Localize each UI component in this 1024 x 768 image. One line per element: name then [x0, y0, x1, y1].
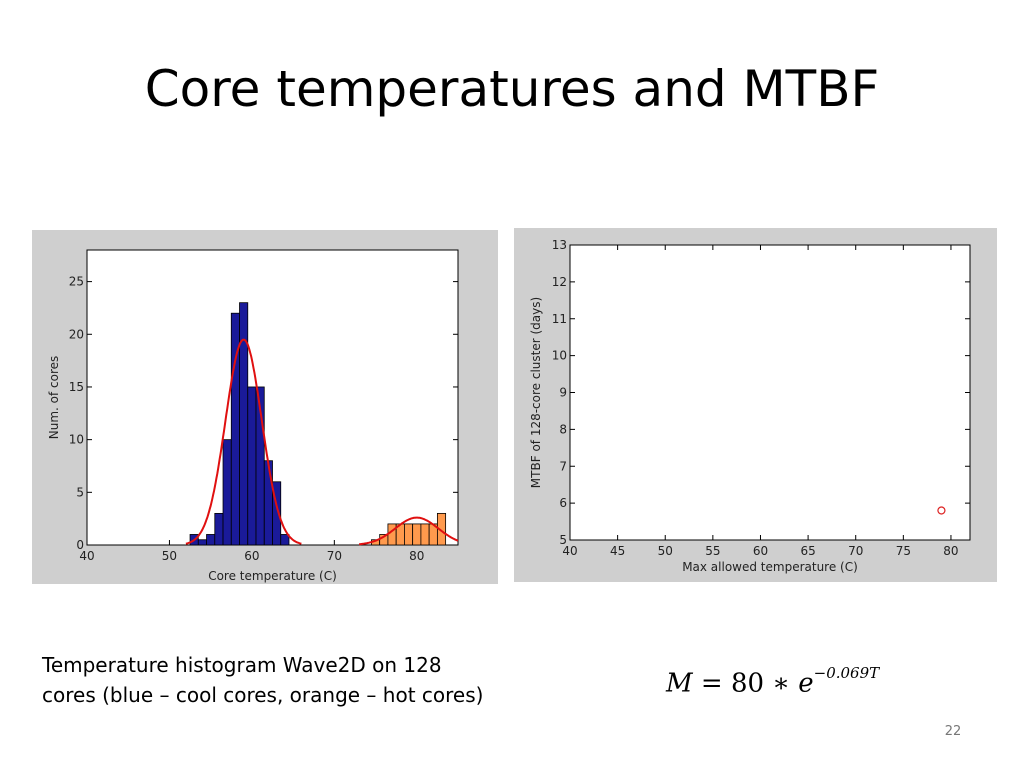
y-axis-label: MTBF of 128-core cluster (days): [529, 297, 543, 488]
fit-curve: [185, 338, 302, 545]
histogram-bar: [214, 512, 224, 546]
y-tick-label: 0: [76, 538, 84, 552]
histogram-bar: [222, 439, 232, 546]
x-tick-label: 45: [610, 544, 625, 558]
mtbf-svg: 5 6 7 8 9 10 11 12 13 40 45 50 55 60 65 70 75 80 Max allow…: [529, 238, 971, 574]
histogram-bar: [404, 523, 414, 546]
histogram-bar: [387, 523, 397, 546]
histogram-bar: [412, 523, 422, 546]
y-tick-label: 5: [559, 533, 567, 547]
caption: Temperature histogram Wave2D on 128 core…: [42, 650, 522, 710]
x-tick-label: 70: [848, 544, 863, 558]
x-tick-label: 80: [409, 549, 424, 563]
x-axis-label: Max allowed temperature (C): [682, 560, 858, 574]
histogram-bar: [206, 534, 216, 546]
y-axis-label: Num. of cores: [47, 356, 61, 440]
formula-lhs: M: [666, 668, 693, 699]
x-tick-label: 40: [562, 544, 577, 558]
plot-area: [569, 244, 971, 541]
x-tick-label: 75: [896, 544, 911, 558]
mtbf-chart: 5 6 7 8 9 10 11 12 13 40 45 50 55 60 65 70 75 80 Max allow…: [514, 228, 997, 582]
mtbf-formula: M = 80 ∗ e−0.069T: [666, 664, 879, 699]
slide-title: Core temperatures and MTBF: [144, 60, 880, 118]
y-tick-label: 25: [69, 275, 84, 289]
histogram-chart: 0 5 10 15 20 25 40 50 60 70 80 Core temperature (C)…: [32, 230, 498, 584]
x-tick-label: 40: [79, 549, 94, 563]
y-tick-label: 5: [76, 485, 84, 499]
histogram-bar: [436, 512, 447, 546]
x-tick-label: 65: [800, 544, 815, 558]
histogram-bar: [280, 534, 290, 546]
formula-eq: = 80 ∗: [692, 668, 799, 699]
formula-exponent: −0.069T: [813, 664, 880, 682]
histogram-bar: [197, 539, 207, 546]
y-tick-label: 10: [69, 433, 84, 447]
histogram-bar: [263, 460, 273, 546]
x-tick-label: 80: [943, 544, 958, 558]
formula-base: e: [798, 668, 814, 699]
y-tick-label: 11: [552, 312, 567, 326]
data-point: [937, 506, 946, 515]
histogram-bar: [247, 386, 257, 546]
y-tick-label: 6: [559, 496, 567, 510]
y-tick-label: 20: [69, 327, 84, 341]
y-tick-label: 8: [559, 422, 567, 436]
histogram-bar: [272, 481, 282, 546]
histogram-bar: [420, 523, 430, 546]
caption-line-2: cores (blue – cool cores, orange – hot c…: [42, 683, 484, 707]
x-tick-label: 55: [705, 544, 720, 558]
y-tick-label: 10: [552, 349, 567, 363]
y-tick-label: 7: [559, 459, 567, 473]
y-tick-label: 13: [552, 238, 567, 252]
y-tick-label: 9: [559, 386, 567, 400]
y-tick-label: 15: [69, 380, 84, 394]
x-tick-label: 70: [327, 549, 342, 563]
page-number: 22: [944, 724, 962, 739]
fit-curve: [358, 516, 459, 546]
caption-line-1: Temperature histogram Wave2D on 128: [42, 653, 442, 677]
histogram-svg: 0 5 10 15 20 25 40 50 60 70 80 Core temperature (C)…: [47, 249, 459, 583]
x-tick-label: 50: [162, 549, 177, 563]
x-axis-label: Core temperature (C): [208, 569, 337, 583]
x-tick-label: 50: [658, 544, 673, 558]
y-tick-label: 12: [552, 275, 567, 289]
x-tick-label: 60: [753, 544, 768, 558]
x-tick-label: 60: [244, 549, 259, 563]
